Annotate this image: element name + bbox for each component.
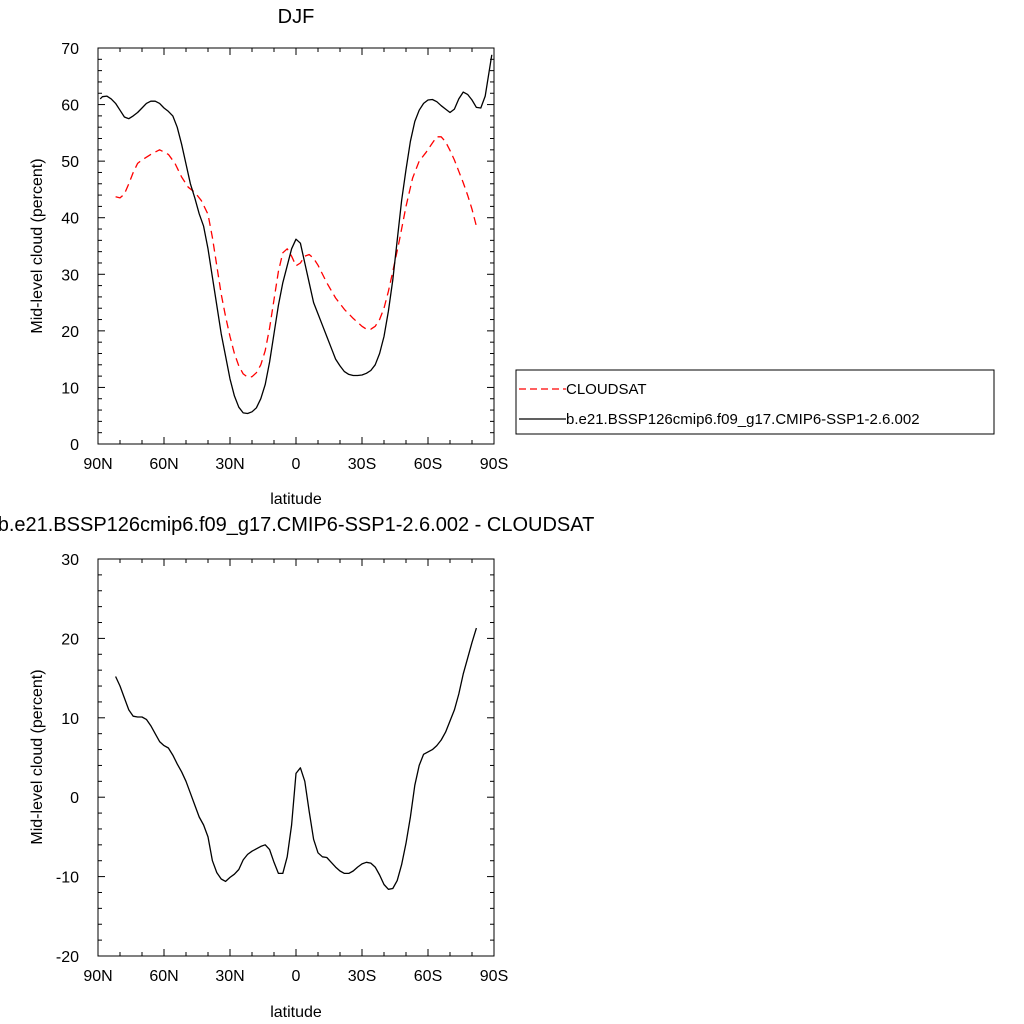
- x-tick-label: 0: [292, 968, 301, 985]
- y-axis-label: Mid-level cloud (percent): [29, 158, 46, 333]
- chart-panel-top: DJF Mid-level cloud (percent) latitude 9…: [29, 6, 508, 508]
- x-tick-label: 60N: [149, 456, 178, 473]
- x-tick-label: 60S: [414, 968, 442, 985]
- y-tick-label: 10: [61, 711, 79, 728]
- x-tick-label: 60N: [149, 968, 178, 985]
- y-tick-label: 0: [70, 437, 79, 454]
- y-tick-label: 50: [61, 154, 79, 171]
- chart-panel-bottom: b.e21.BSSP126cmip6.f09_g17.CMIP6-SSP1-2.…: [0, 514, 594, 1021]
- chart-title: DJF: [278, 6, 315, 28]
- series-line-b-e21-bssp126cmip6-f09-g17-cmip6-ssp1-2-6-002: [99, 54, 493, 415]
- y-tick-label: 0: [70, 790, 79, 807]
- x-tick-label: 90N: [83, 968, 112, 985]
- y-tick-label: 10: [61, 380, 79, 397]
- series-line-difference-0: [115, 627, 478, 890]
- y-tick-label: 70: [61, 41, 79, 58]
- y-tick-label: 40: [61, 211, 79, 228]
- x-tick-label: 30S: [348, 968, 376, 985]
- chart-title-difference: b.e21.BSSP126cmip6.f09_g17.CMIP6-SSP1-2.…: [0, 514, 594, 536]
- x-tick-label: 90S: [480, 968, 508, 985]
- series-line-cloudsat: [115, 136, 478, 378]
- x-tick-label: 0: [292, 456, 301, 473]
- y-tick-label: 60: [61, 98, 79, 115]
- plot-frame: [97, 558, 495, 957]
- y-tick-label: 30: [61, 267, 79, 284]
- x-tick-label: 90N: [83, 456, 112, 473]
- legend: CLOUDSAT b.e21.BSSP126cmip6.f09_g17.CMIP…: [515, 369, 995, 435]
- x-axis-label: latitude: [270, 491, 322, 508]
- x-tick-label: 30N: [215, 456, 244, 473]
- y-tick-label: 30: [61, 552, 79, 569]
- y-tick-label: 20: [61, 631, 79, 648]
- y-axis-label: Mid-level cloud (percent): [29, 669, 46, 844]
- y-tick-label: -20: [56, 949, 79, 966]
- legend-box: [515, 369, 995, 435]
- x-tick-label: 60S: [414, 456, 442, 473]
- x-tick-label: 30S: [348, 456, 376, 473]
- x-axis-label: latitude: [270, 1004, 322, 1021]
- x-tick-label: 30N: [215, 968, 244, 985]
- y-tick-label: -10: [56, 870, 79, 887]
- x-tick-label: 90S: [480, 456, 508, 473]
- plot-frame: [97, 47, 495, 445]
- legend-label-model: b.e21.BSSP126cmip6.f09_g17.CMIP6-SSP1-2.…: [566, 411, 920, 428]
- y-tick-label: 20: [61, 324, 79, 341]
- legend-label-cloudsat: CLOUDSAT: [566, 381, 647, 398]
